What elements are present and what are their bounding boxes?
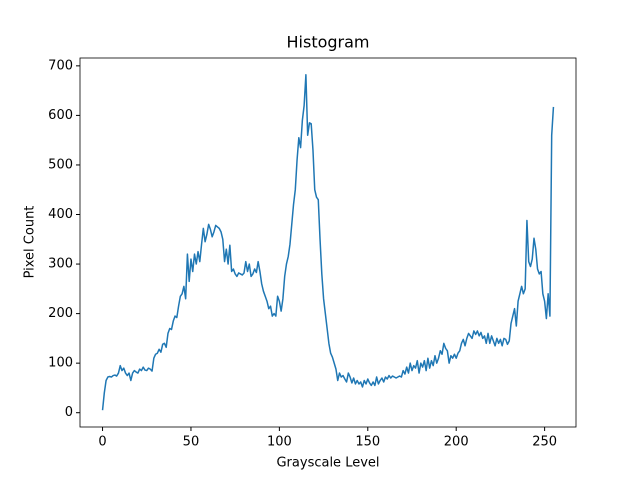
y-tick-label: 300 <box>48 257 73 272</box>
y-tick-label: 100 <box>48 356 73 371</box>
x-tick-label: 250 <box>532 435 557 450</box>
x-tick-label: 100 <box>267 435 292 450</box>
data-line <box>101 74 555 411</box>
y-tick-label: 400 <box>48 207 73 222</box>
chart-title: Histogram <box>287 33 370 52</box>
y-tick-label: 600 <box>48 108 73 123</box>
x-tick-label: 150 <box>355 435 380 450</box>
x-tick-label: 200 <box>444 435 469 450</box>
plot-frame <box>79 57 577 428</box>
y-tick-label: 0 <box>65 405 73 420</box>
y-tick-label: 200 <box>48 306 73 321</box>
y-tick-label: 700 <box>48 58 73 73</box>
x-tick-label: 0 <box>98 435 106 450</box>
y-axis-label: Pixel Count <box>23 206 38 279</box>
y-tick-label: 500 <box>48 157 73 172</box>
x-axis-label: Grayscale Level <box>276 456 379 471</box>
x-tick-label: 50 <box>183 435 200 450</box>
